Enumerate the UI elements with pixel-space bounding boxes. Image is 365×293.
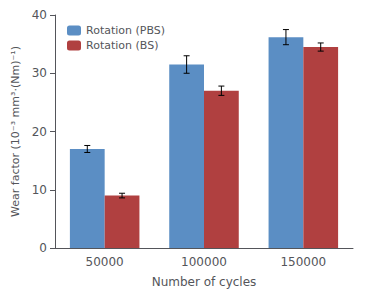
svg-text:Rotation (PBS): Rotation (PBS): [86, 24, 165, 37]
svg-text:50000: 50000: [86, 255, 124, 269]
svg-text:10: 10: [32, 183, 47, 197]
svg-text:Number of cycles: Number of cycles: [152, 275, 257, 289]
svg-text:Rotation (BS): Rotation (BS): [86, 39, 158, 52]
svg-text:40: 40: [32, 8, 47, 22]
svg-text:0: 0: [39, 241, 47, 255]
svg-text:Wear factor (10⁻³ mm³·(Nm)⁻¹): Wear factor (10⁻³ mm³·(Nm)⁻¹): [9, 46, 22, 217]
svg-text:100000: 100000: [181, 255, 227, 269]
svg-text:150000: 150000: [280, 255, 326, 269]
svg-text:30: 30: [32, 66, 47, 80]
svg-text:20: 20: [32, 125, 47, 139]
